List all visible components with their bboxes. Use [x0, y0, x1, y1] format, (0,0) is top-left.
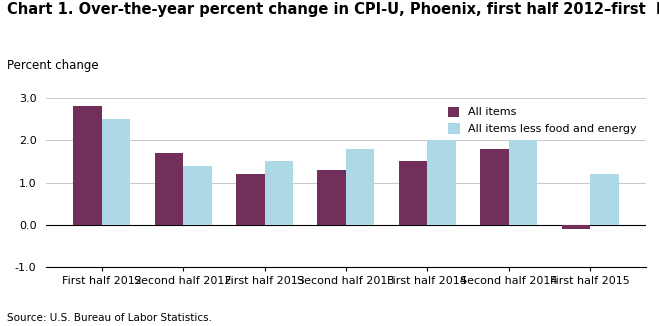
Bar [590, 174, 619, 225]
Text: Source: U.S. Bureau of Labor Statistics.: Source: U.S. Bureau of Labor Statistics. [7, 313, 212, 323]
Bar [509, 140, 537, 225]
Bar [561, 225, 590, 229]
Text: Percent change: Percent change [7, 59, 98, 72]
Text: Chart 1. Over-the-year percent change in CPI-U, Phoenix, first half 2012–first  : Chart 1. Over-the-year percent change in… [7, 2, 659, 17]
Bar [236, 174, 265, 225]
Bar [265, 161, 293, 225]
Bar [318, 170, 346, 225]
Bar [427, 140, 456, 225]
Bar [73, 106, 102, 225]
Bar [183, 166, 212, 225]
Bar [480, 149, 509, 225]
Bar [155, 153, 183, 225]
Bar [399, 161, 427, 225]
Legend: All items, All items less food and energy: All items, All items less food and energ… [445, 103, 641, 137]
Bar [102, 119, 130, 225]
Bar [346, 149, 374, 225]
